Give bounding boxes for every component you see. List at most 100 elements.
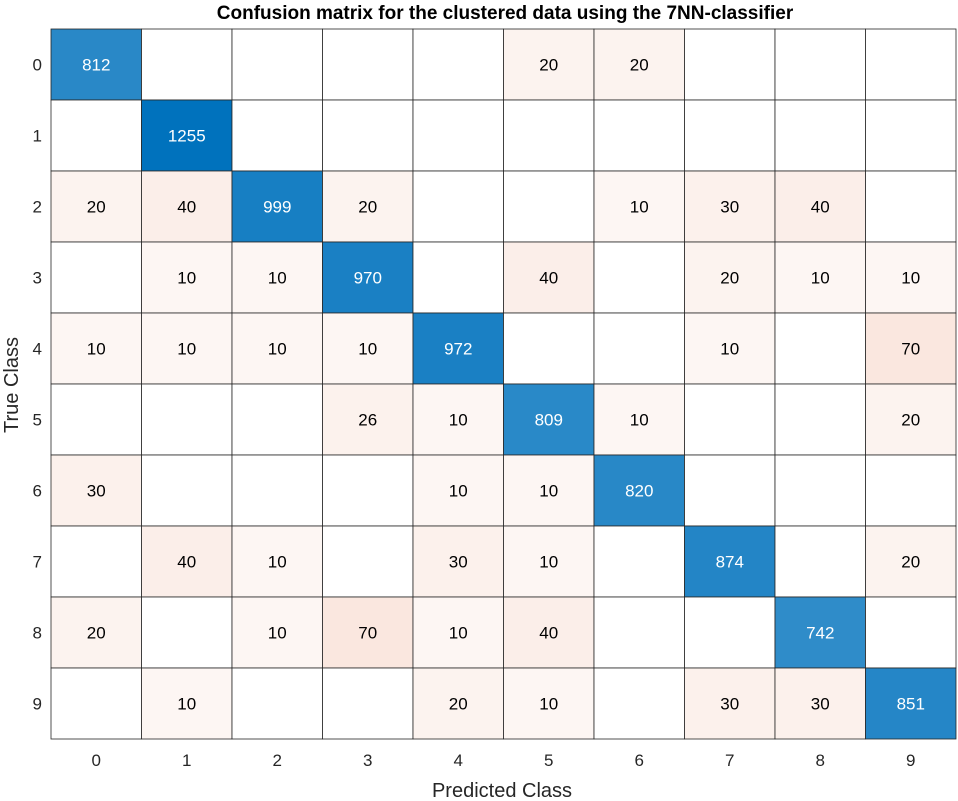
cell-value-5-6: 10 (630, 411, 649, 430)
heatmap-cell-9-8 (774, 667, 866, 740)
heatmap-cell-2-1 (141, 170, 233, 243)
cell-value-0-5: 20 (539, 56, 558, 75)
heatmap-cell-6-3 (322, 454, 414, 527)
cell-value-6-0: 30 (87, 482, 106, 501)
cell-value-7-4: 30 (449, 553, 468, 572)
cell-value-0-6: 20 (630, 56, 649, 75)
cell-value-2-1: 40 (177, 198, 196, 217)
cell-value-3-2: 10 (268, 269, 287, 288)
x-tick-label-3: 3 (363, 751, 372, 770)
heatmap-cell-7-6 (593, 525, 685, 598)
cell-value-4-2: 10 (268, 340, 287, 359)
heatmap-cell-2-6 (593, 170, 685, 243)
y-tick-label-2: 2 (33, 198, 42, 217)
cell-value-4-9: 70 (901, 340, 920, 359)
heatmap-cell-6-1 (141, 454, 233, 527)
heatmap-cell-2-9 (865, 170, 957, 243)
heatmap-cell-4-6 (593, 312, 685, 385)
heatmap-cell-0-9 (865, 28, 957, 101)
y-tick-label-6: 6 (33, 482, 42, 501)
x-tick-labels: 0 1 2 3 4 5 6 7 8 9 (92, 751, 916, 770)
heatmap-cell-8-1 (141, 596, 233, 669)
heatmap-cell-1-9 (865, 99, 957, 172)
x-tick-label-4: 4 (454, 751, 463, 770)
cell-value-3-9: 10 (901, 269, 920, 288)
cell-value-8-4: 10 (449, 624, 468, 643)
heatmap-cell-1-6 (593, 99, 685, 172)
cell-value-4-1: 10 (177, 340, 196, 359)
heatmap-cell-2-4 (412, 170, 504, 243)
heatmap-cell-6-5 (503, 454, 595, 527)
heatmap-cell-8-5 (503, 596, 595, 669)
y-tick-label-4: 4 (33, 340, 42, 359)
cell-value-5-4: 10 (449, 411, 468, 430)
cell-value-8-2: 10 (268, 624, 287, 643)
y-tick-labels: 0 1 2 3 4 5 6 7 8 9 (33, 56, 42, 714)
heatmap-cell-0-3 (322, 28, 414, 101)
cell-value-3-5: 40 (539, 269, 558, 288)
cell-value-7-1: 40 (177, 553, 196, 572)
heatmap-cell-9-6 (593, 667, 685, 740)
x-tick-label-9: 9 (906, 751, 915, 770)
heatmap-cell-7-2 (231, 525, 323, 598)
heatmap-cell-8-8 (774, 596, 866, 669)
cell-value-2-7: 30 (720, 198, 739, 217)
heatmap-cell-8-2 (231, 596, 323, 669)
heatmap-cell-7-7 (684, 525, 776, 598)
heatmap-cell-0-2 (231, 28, 323, 101)
heatmap-cell-8-7 (684, 596, 776, 669)
heatmap-cell-4-8 (774, 312, 866, 385)
cell-value-7-9: 20 (901, 553, 920, 572)
heatmap-cell-0-0 (50, 28, 142, 101)
heatmap-cell-labels: 812 20 20 1255 20 40 999 20 10 30 40 10 10 970 40 20 10 1… (82, 56, 925, 714)
heatmap-cell-3-0 (50, 241, 142, 314)
y-tick-label-5: 5 (33, 411, 42, 430)
heatmap-cell-1-1 (141, 99, 233, 172)
heatmap-cell-7-0 (50, 525, 142, 598)
heatmap-cell-0-8 (774, 28, 866, 101)
x-tick-label-0: 0 (92, 751, 101, 770)
heatmap-cell-0-7 (684, 28, 776, 101)
heatmap-cell-9-1 (141, 667, 233, 740)
cell-value-6-5: 10 (539, 482, 558, 501)
heatmap-cell-2-5 (503, 170, 595, 243)
x-axis-label: Predicted Class (432, 780, 572, 801)
heatmap-cell-6-9 (865, 454, 957, 527)
cell-value-9-7: 30 (720, 695, 739, 714)
heatmap-cell-7-9 (865, 525, 957, 598)
heatmap-cell-1-4 (412, 99, 504, 172)
cell-value-6-6: 820 (625, 482, 653, 501)
cell-value-9-1: 10 (177, 695, 196, 714)
heatmap-cell-0-4 (412, 28, 504, 101)
heatmap-cell-5-3 (322, 383, 414, 456)
cell-value-8-8: 742 (806, 624, 834, 643)
cell-value-5-9: 20 (901, 411, 920, 430)
x-tick-label-1: 1 (182, 751, 191, 770)
heatmap-cell-5-7 (684, 383, 776, 456)
heatmap-cell-3-9 (865, 241, 957, 314)
cell-value-9-5: 10 (539, 695, 558, 714)
heatmap-cell-3-7 (684, 241, 776, 314)
heatmap-cell-6-6 (593, 454, 685, 527)
cell-value-8-3: 70 (358, 624, 377, 643)
heatmap-cell-2-7 (684, 170, 776, 243)
cell-value-0-0: 812 (82, 56, 110, 75)
cell-value-4-3: 10 (358, 340, 377, 359)
cell-value-6-4: 10 (449, 482, 468, 501)
cell-value-9-8: 30 (811, 695, 830, 714)
heatmap-cell-7-3 (322, 525, 414, 598)
heatmap-cell-7-1 (141, 525, 233, 598)
y-tick-label-8: 8 (33, 624, 42, 643)
x-tick-label-8: 8 (816, 751, 825, 770)
heatmap-cell-4-2 (231, 312, 323, 385)
y-tick-label-7: 7 (33, 553, 42, 572)
heatmap-cell-9-4 (412, 667, 504, 740)
cell-value-5-3: 26 (358, 411, 377, 430)
heatmap-cell-5-6 (593, 383, 685, 456)
heatmap-cell-3-5 (503, 241, 595, 314)
cell-value-4-0: 10 (87, 340, 106, 359)
cell-value-5-5: 809 (535, 411, 563, 430)
heatmap-cell-7-4 (412, 525, 504, 598)
heatmap-cell-3-4 (412, 241, 504, 314)
